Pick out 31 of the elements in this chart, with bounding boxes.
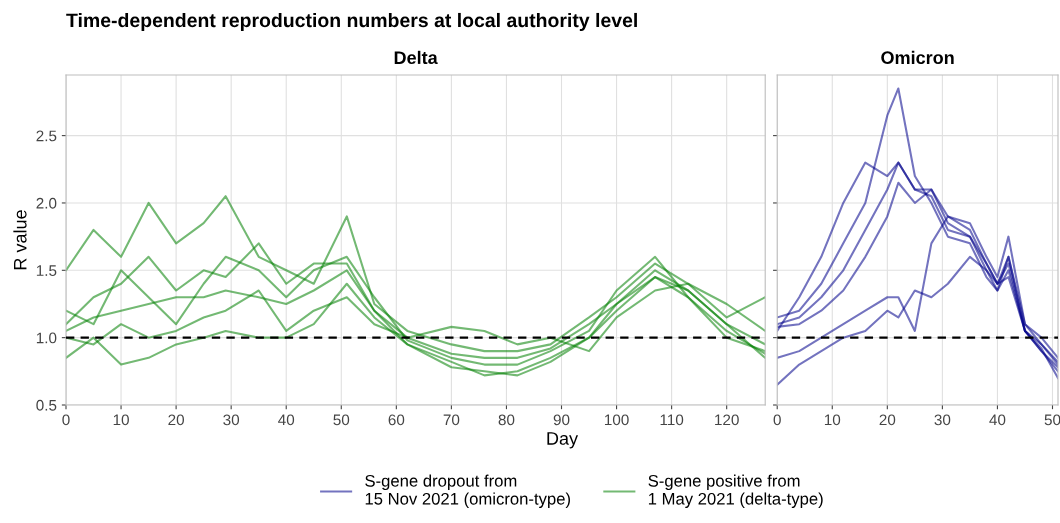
x-tick-label: 110 — [660, 414, 684, 426]
y-tick-label: 2.5 — [36, 130, 57, 142]
y-axis-title: R value — [13, 210, 27, 270]
legend-label: S-gene positive from 1 May 2021 (delta-type) — [648, 474, 823, 508]
y-tick-label: 1.5 — [36, 265, 57, 276]
y-tick-label: 0.5 — [36, 399, 57, 411]
chart-subtitle: Delta — [394, 50, 438, 65]
x-tick-label: 10 — [113, 414, 129, 426]
x-tick-label: 40 — [989, 414, 1006, 426]
x-tick-label: 0 — [62, 414, 70, 426]
x-tick-label: 20 — [168, 414, 185, 426]
y-tick-label: 1.0 — [36, 332, 57, 344]
x-tick-label: 30 — [223, 414, 240, 426]
x-tick-label: 90 — [553, 414, 570, 426]
x-tick-label: 30 — [934, 414, 951, 426]
x-tick-label: 50 — [1044, 414, 1060, 426]
x-tick-label: 0 — [773, 414, 781, 426]
x-tick-label: 80 — [498, 414, 515, 426]
x-tick-label: 50 — [333, 414, 350, 426]
x-tick-label: 20 — [879, 414, 896, 426]
chart-title: Time-dependent reproduction numbers at local authority level — [66, 12, 637, 32]
x-tick-label: 40 — [278, 414, 295, 426]
legend-label: S-gene dropout from 15 Nov 2021 (omicron-type) — [365, 474, 570, 508]
chart-subtitle: Omicron — [881, 50, 954, 65]
y-tick-label: 2.0 — [36, 197, 57, 209]
x-tick-label: 60 — [388, 414, 405, 426]
x-tick-label: 120 — [715, 414, 739, 426]
x-axis-title: Day — [547, 432, 579, 449]
x-tick-label: 70 — [443, 414, 460, 426]
x-tick-label: 100 — [604, 414, 629, 426]
x-tick-label: 10 — [824, 414, 841, 426]
